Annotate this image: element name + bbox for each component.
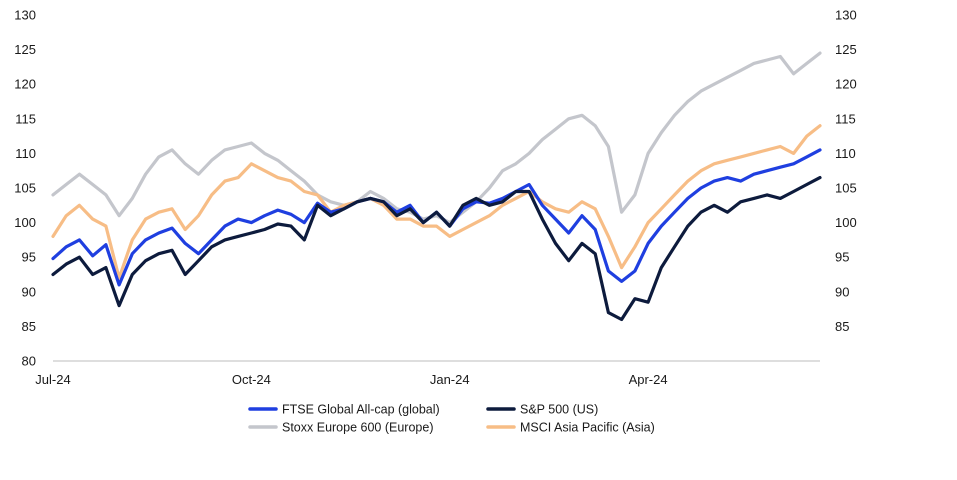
y-tick-label-right: 120 bbox=[835, 77, 857, 92]
series-line-msci bbox=[51, 124, 822, 280]
x-tick-label: Apr-24 bbox=[629, 372, 668, 387]
y-tick-label-left: 80 bbox=[22, 354, 36, 369]
x-tick-label: Jan-24 bbox=[430, 372, 470, 387]
y-tick-label-right: 115 bbox=[835, 111, 856, 126]
y-tick-label-left: 115 bbox=[15, 111, 36, 126]
x-axis: Jul-24 Oct-24 Jan-24 Apr-24 bbox=[35, 372, 667, 387]
legend-item-sp500: S&P 500 (US) bbox=[486, 403, 598, 417]
y-tick-label-right: 90 bbox=[835, 284, 849, 299]
legend: FTSE Global All-cap (global) S&P 500 (US… bbox=[248, 403, 655, 435]
y-tick-label-left: 120 bbox=[14, 77, 36, 92]
y-tick-label-right: 125 bbox=[835, 42, 857, 57]
legend-item-ftse: FTSE Global All-cap (global) bbox=[248, 403, 440, 417]
y-tick-label-right: 95 bbox=[835, 250, 849, 265]
legend-label-sp500: S&P 500 (US) bbox=[520, 403, 598, 417]
y-tick-label-right: 110 bbox=[835, 146, 856, 161]
y-tick-label-right: 105 bbox=[835, 181, 857, 196]
y-tick-label-left: 105 bbox=[14, 181, 36, 196]
y-tick-label-left: 95 bbox=[22, 250, 36, 265]
y-tick-label-right: 130 bbox=[835, 8, 857, 23]
plot-area bbox=[51, 51, 822, 322]
legend-label-ftse: FTSE Global All-cap (global) bbox=[282, 403, 440, 417]
left-y-axis: 80 85 90 95 100 105 110 115 120 125 130 bbox=[14, 8, 36, 369]
series-line-sp500 bbox=[51, 176, 822, 322]
y-tick-label-right: 100 bbox=[835, 215, 857, 230]
y-tick-label-left: 85 bbox=[22, 319, 36, 334]
legend-item-stoxx: Stoxx Europe 600 (Europe) bbox=[248, 421, 433, 435]
y-tick-label-left: 100 bbox=[14, 215, 36, 230]
right-y-axis: 85 90 95 100 105 110 115 120 125 130 bbox=[835, 8, 857, 334]
x-tick-label: Jul-24 bbox=[35, 372, 70, 387]
y-tick-label-right: 85 bbox=[835, 319, 849, 334]
series-line-stoxx bbox=[51, 51, 822, 225]
legend-item-msci: MSCI Asia Pacific (Asia) bbox=[486, 421, 655, 435]
x-tick-label: Oct-24 bbox=[232, 372, 271, 387]
y-tick-label-left: 110 bbox=[15, 146, 36, 161]
y-tick-label-left: 90 bbox=[22, 284, 36, 299]
y-tick-label-left: 125 bbox=[14, 42, 36, 57]
y-tick-label-left: 130 bbox=[14, 8, 36, 23]
legend-label-stoxx: Stoxx Europe 600 (Europe) bbox=[282, 421, 433, 435]
legend-label-msci: MSCI Asia Pacific (Asia) bbox=[520, 421, 655, 435]
